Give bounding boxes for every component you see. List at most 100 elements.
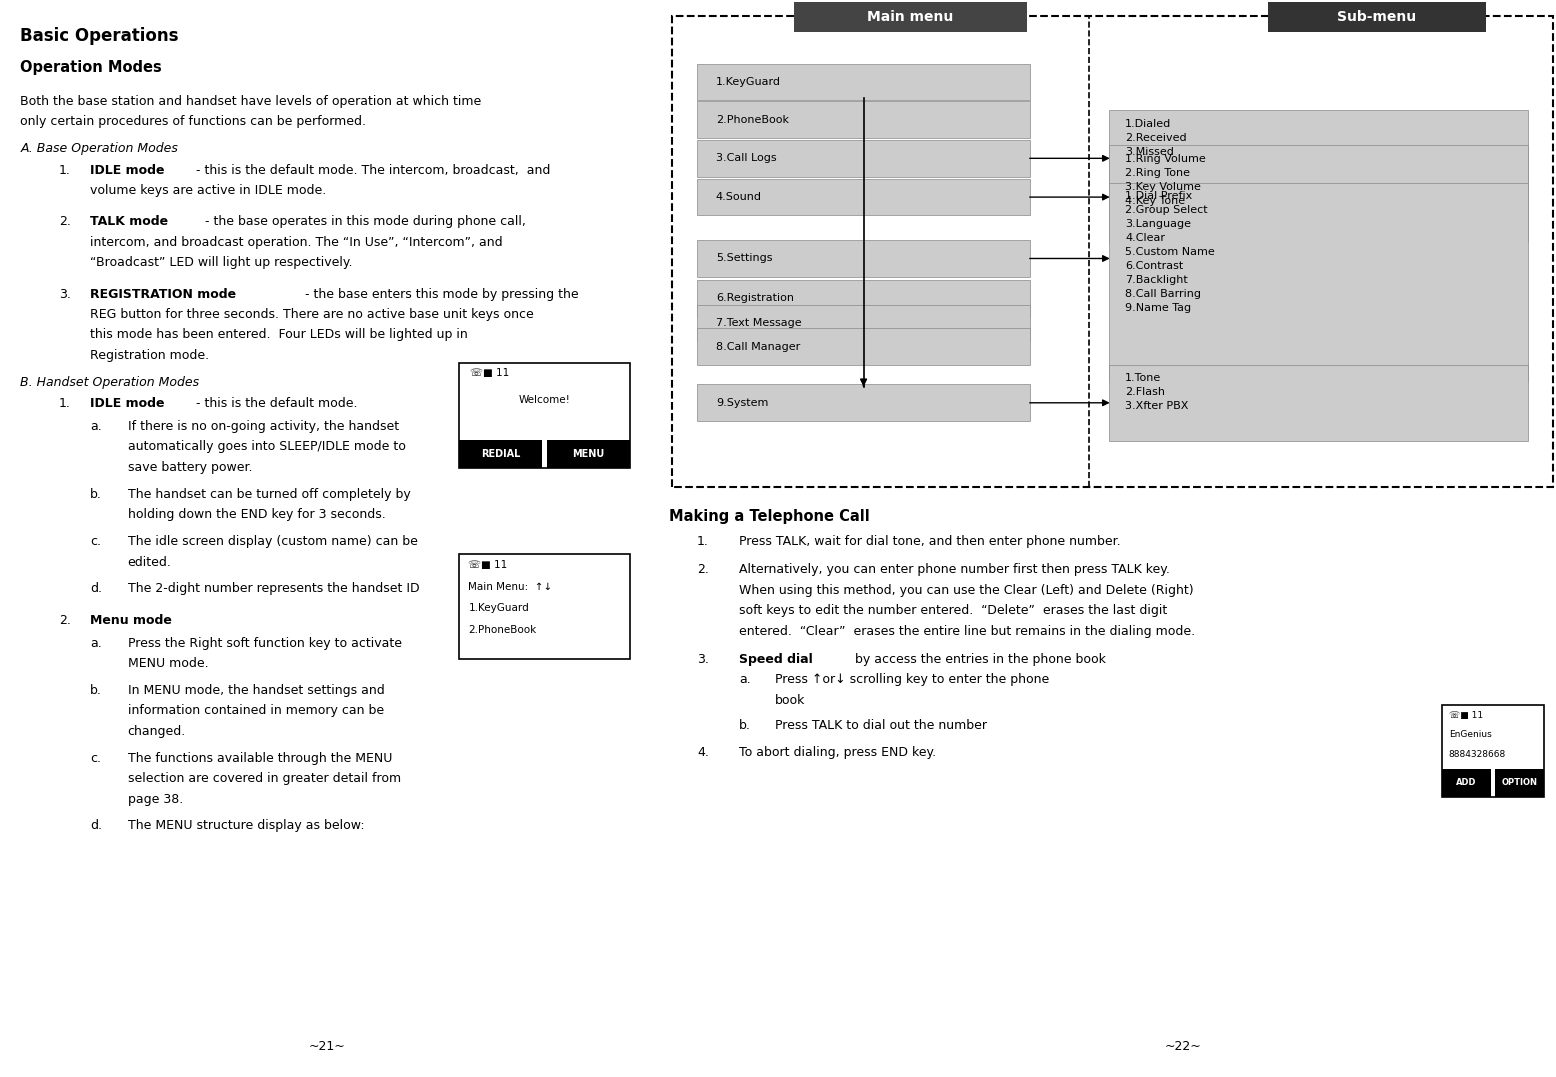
Text: Making a Telephone Call: Making a Telephone Call bbox=[669, 509, 870, 524]
FancyBboxPatch shape bbox=[1495, 769, 1544, 797]
Text: 8.Call Manager: 8.Call Manager bbox=[716, 341, 800, 352]
FancyBboxPatch shape bbox=[697, 179, 1030, 215]
Text: Basic Operations: Basic Operations bbox=[20, 27, 179, 45]
Text: changed.: changed. bbox=[128, 725, 185, 738]
FancyBboxPatch shape bbox=[459, 363, 630, 468]
Text: a.: a. bbox=[739, 673, 752, 686]
Text: 1.KeyGuard: 1.KeyGuard bbox=[716, 76, 781, 87]
Text: - the base operates in this mode during phone call,: - the base operates in this mode during … bbox=[205, 215, 526, 228]
Text: information contained in memory can be: information contained in memory can be bbox=[128, 704, 384, 717]
FancyBboxPatch shape bbox=[1109, 145, 1528, 242]
Text: soft keys to edit the number entered.  “Delete”  erases the last digit: soft keys to edit the number entered. “D… bbox=[739, 604, 1167, 617]
Text: automatically goes into SLEEP/IDLE mode to: automatically goes into SLEEP/IDLE mode … bbox=[128, 440, 406, 453]
Text: 1.KeyGuard: 1.KeyGuard bbox=[468, 603, 529, 613]
Text: The MENU structure display as below:: The MENU structure display as below: bbox=[128, 819, 364, 831]
Text: The functions available through the MENU: The functions available through the MENU bbox=[128, 752, 392, 765]
FancyBboxPatch shape bbox=[1442, 705, 1544, 797]
Text: this mode has been entered.  Four LEDs will be lighted up in: this mode has been entered. Four LEDs wi… bbox=[90, 328, 468, 341]
Text: 2.: 2. bbox=[59, 215, 72, 228]
Text: 8884328668: 8884328668 bbox=[1449, 750, 1506, 758]
Text: page 38.: page 38. bbox=[128, 793, 184, 806]
Text: The idle screen display (custom name) can be: The idle screen display (custom name) ca… bbox=[128, 535, 417, 548]
Text: 2.PhoneBook: 2.PhoneBook bbox=[716, 114, 789, 125]
Text: Registration mode.: Registration mode. bbox=[90, 349, 210, 362]
Text: The handset can be turned off completely by: The handset can be turned off completely… bbox=[128, 488, 411, 501]
Text: Operation Modes: Operation Modes bbox=[20, 60, 162, 75]
Text: Both the base station and handset have levels of operation at which time: Both the base station and handset have l… bbox=[20, 95, 481, 108]
FancyBboxPatch shape bbox=[794, 2, 1027, 32]
Text: ~22~: ~22~ bbox=[1164, 1040, 1201, 1053]
Text: c.: c. bbox=[90, 752, 101, 765]
Text: b.: b. bbox=[739, 719, 752, 732]
Text: If there is no on-going activity, the handset: If there is no on-going activity, the ha… bbox=[128, 420, 398, 433]
Text: save battery power.: save battery power. bbox=[128, 461, 252, 474]
FancyBboxPatch shape bbox=[1109, 364, 1528, 442]
Text: When using this method, you can use the Clear (Left) and Delete (Right): When using this method, you can use the … bbox=[739, 584, 1193, 597]
Text: 3.: 3. bbox=[697, 653, 710, 666]
Text: ADD: ADD bbox=[1456, 779, 1477, 787]
Text: OPTION: OPTION bbox=[1502, 779, 1537, 787]
Text: REGISTRATION mode: REGISTRATION mode bbox=[90, 288, 237, 300]
Text: 9.System: 9.System bbox=[716, 397, 769, 408]
Text: c.: c. bbox=[90, 535, 101, 548]
Text: Main Menu:  ↑↓: Main Menu: ↑↓ bbox=[468, 582, 552, 591]
Text: Speed dial: Speed dial bbox=[739, 653, 812, 666]
Text: only certain procedures of functions can be performed.: only certain procedures of functions can… bbox=[20, 115, 366, 128]
Text: IDLE mode: IDLE mode bbox=[90, 164, 165, 177]
Text: b.: b. bbox=[90, 684, 103, 697]
Text: d.: d. bbox=[90, 582, 103, 595]
Text: 2.PhoneBook: 2.PhoneBook bbox=[468, 625, 537, 634]
FancyBboxPatch shape bbox=[459, 440, 541, 468]
FancyBboxPatch shape bbox=[697, 384, 1030, 421]
FancyBboxPatch shape bbox=[697, 240, 1030, 277]
Text: edited.: edited. bbox=[128, 556, 171, 569]
FancyBboxPatch shape bbox=[697, 101, 1030, 138]
Text: Welcome!: Welcome! bbox=[518, 395, 571, 405]
Text: book: book bbox=[775, 694, 806, 707]
Text: B. Handset Operation Modes: B. Handset Operation Modes bbox=[20, 376, 199, 389]
Text: Press TALK, wait for dial tone, and then enter phone number.: Press TALK, wait for dial tone, and then… bbox=[739, 535, 1120, 548]
Text: Alternatively, you can enter phone number first then press TALK key.: Alternatively, you can enter phone numbe… bbox=[739, 563, 1170, 576]
Text: REG button for three seconds. There are no active base unit keys once: REG button for three seconds. There are … bbox=[90, 308, 534, 321]
Text: 1.Tone
2.Flash
3.Xfter PBX: 1.Tone 2.Flash 3.Xfter PBX bbox=[1125, 374, 1189, 411]
Text: 1.: 1. bbox=[697, 535, 710, 548]
Text: Main menu: Main menu bbox=[867, 11, 954, 24]
Text: In MENU mode, the handset settings and: In MENU mode, the handset settings and bbox=[128, 684, 384, 697]
FancyBboxPatch shape bbox=[697, 305, 1030, 341]
Text: intercom, and broadcast operation. The “In Use”, “Intercom”, and: intercom, and broadcast operation. The “… bbox=[90, 236, 503, 249]
Text: MENU: MENU bbox=[573, 449, 605, 460]
Text: Press TALK to dial out the number: Press TALK to dial out the number bbox=[775, 719, 987, 732]
Text: selection are covered in greater detail from: selection are covered in greater detail … bbox=[128, 772, 401, 785]
Text: REDIAL: REDIAL bbox=[481, 449, 520, 460]
Text: TALK mode: TALK mode bbox=[90, 215, 168, 228]
Text: 1.Dial Prefix
2.Group Select
3.Language
4.Clear
5.Custom Name
6.Contrast
7.Backl: 1.Dial Prefix 2.Group Select 3.Language … bbox=[1125, 192, 1215, 313]
Text: entered.  “Clear”  erases the entire line but remains in the dialing mode.: entered. “Clear” erases the entire line … bbox=[739, 625, 1195, 638]
Text: 1.: 1. bbox=[59, 397, 72, 410]
Text: 6.Registration: 6.Registration bbox=[716, 293, 794, 304]
Text: ☏■ 11: ☏■ 11 bbox=[470, 368, 509, 378]
FancyBboxPatch shape bbox=[1268, 2, 1486, 32]
Text: 4.Sound: 4.Sound bbox=[716, 192, 762, 202]
Text: volume keys are active in IDLE mode.: volume keys are active in IDLE mode. bbox=[90, 184, 327, 197]
Text: 5.Settings: 5.Settings bbox=[716, 253, 772, 264]
Text: “Broadcast” LED will light up respectively.: “Broadcast” LED will light up respective… bbox=[90, 256, 353, 269]
FancyBboxPatch shape bbox=[548, 440, 630, 468]
Text: 2.: 2. bbox=[59, 614, 72, 627]
Text: ☏■ 11: ☏■ 11 bbox=[468, 560, 507, 570]
Text: A. Base Operation Modes: A. Base Operation Modes bbox=[20, 142, 177, 155]
Text: 3.Call Logs: 3.Call Logs bbox=[716, 153, 776, 164]
Text: 2.: 2. bbox=[697, 563, 710, 576]
Text: - this is the default mode. The intercom, broadcast,  and: - this is the default mode. The intercom… bbox=[196, 164, 551, 177]
FancyBboxPatch shape bbox=[697, 328, 1030, 365]
Text: a.: a. bbox=[90, 420, 103, 433]
Text: 1.Dialed
2.Received
3.Missed: 1.Dialed 2.Received 3.Missed bbox=[1125, 120, 1187, 157]
Text: 1.Ring Volume
2.Ring Tone
3.Key Volume
4.Key Tone: 1.Ring Volume 2.Ring Tone 3.Key Volume 4… bbox=[1125, 154, 1206, 206]
Text: - this is the default mode.: - this is the default mode. bbox=[196, 397, 358, 410]
Text: b.: b. bbox=[90, 488, 103, 501]
Text: ~21~: ~21~ bbox=[308, 1040, 345, 1053]
Text: holding down the END key for 3 seconds.: holding down the END key for 3 seconds. bbox=[128, 508, 386, 521]
Text: 7.Text Message: 7.Text Message bbox=[716, 318, 801, 328]
FancyBboxPatch shape bbox=[697, 64, 1030, 100]
Text: The 2-dight number represents the handset ID: The 2-dight number represents the handse… bbox=[128, 582, 419, 595]
Text: MENU mode.: MENU mode. bbox=[128, 657, 209, 670]
